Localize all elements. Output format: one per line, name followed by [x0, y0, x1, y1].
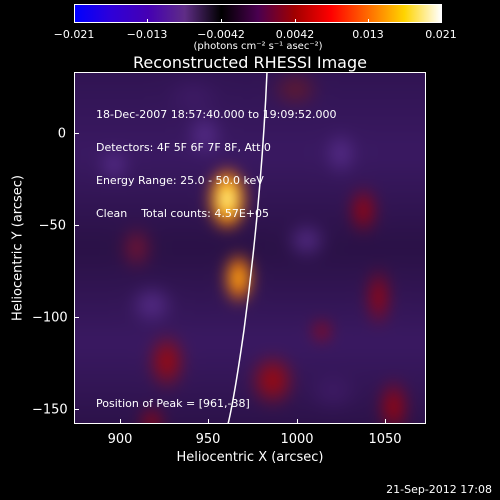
x-tick-3 — [297, 419, 298, 424]
peak-position-text: Position of Peak = [961,-38] — [96, 397, 250, 410]
y-axis-label: Heliocentric Y (arcsec) — [10, 175, 26, 321]
clean-counts-text: Clean Total counts: 4.57E+05 — [96, 207, 270, 220]
y-tick-label-1: 0 — [57, 126, 66, 142]
y-tick-label-4: −150 — [32, 402, 68, 418]
y-tick-4 — [74, 409, 79, 410]
observation-info: 18-Dec-2007 18:57:40.000 to 19:09:52.000… — [96, 87, 337, 230]
colorbar-label-4: 0.0042 — [275, 28, 315, 41]
x-tick-2 — [208, 419, 209, 424]
colorbar — [74, 4, 442, 23]
colorbar-units: (photons cm⁻² s⁻¹ asec⁻²) — [193, 41, 323, 52]
colorbar-label-6: 0.021 — [425, 28, 457, 41]
colorbar-tick-4 — [295, 19, 296, 23]
x-tick-label-4: 1050 — [368, 432, 402, 447]
x-tick-1 — [120, 419, 121, 424]
x-axis-label: Heliocentric X (arcsec) — [176, 450, 324, 465]
colorbar-tick-2 — [147, 19, 148, 23]
page-title: Reconstructed RHESSI Image — [133, 53, 367, 72]
energy-range-text: Energy Range: 25.0 - 50.0 keV — [96, 174, 264, 187]
footer-timestamp: 21-Sep-2012 17:08 — [386, 483, 492, 496]
colorbar-tick-6 — [441, 19, 442, 23]
x-tick-label-3: 1000 — [280, 432, 314, 447]
x-tick-label-2: 950 — [195, 432, 221, 447]
colorbar-label-2: −0.013 — [126, 28, 168, 41]
x-tick-label-1: 900 — [107, 432, 133, 447]
time-range-text: 18-Dec-2007 18:57:40.000 to 19:09:52.000 — [96, 108, 337, 121]
y-tick-label-2: −50 — [38, 218, 66, 234]
colorbar-label-1: −0.021 — [53, 28, 95, 41]
y-tick-3 — [74, 317, 79, 318]
colorbar-tick-1 — [74, 19, 75, 23]
colorbar-label-5: 0.013 — [352, 28, 384, 41]
y-tick-1 — [74, 133, 79, 134]
colorbar-tick-5 — [368, 19, 369, 23]
colorbar-gradient — [75, 5, 441, 22]
colorbar-tick-3 — [221, 19, 222, 23]
y-tick-2 — [74, 225, 79, 226]
colorbar-label-3: −0.0042 — [197, 28, 245, 41]
detectors-text: Detectors: 4F 5F 6F 7F 8F, Att 0 — [96, 141, 271, 154]
x-tick-4 — [385, 419, 386, 424]
y-tick-label-3: −100 — [32, 310, 68, 326]
